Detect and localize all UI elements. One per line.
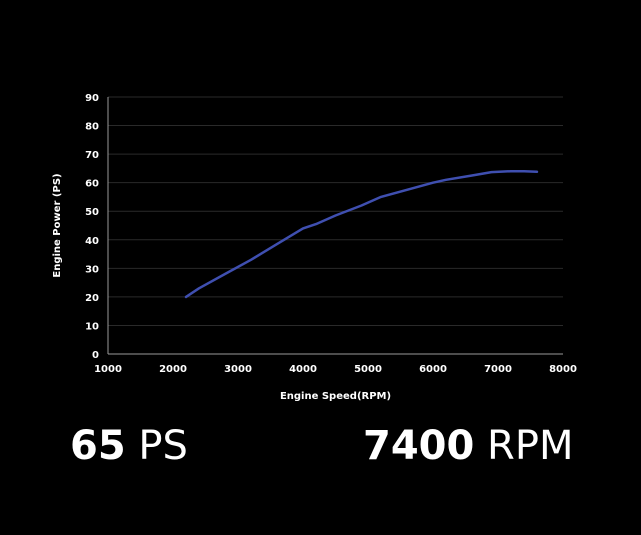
x-tick-label: 6000	[419, 364, 447, 375]
y-tick-label: 10	[85, 321, 99, 332]
power-curve-line	[184, 169, 539, 299]
chart-series	[184, 169, 539, 299]
y-tick-label: 20	[85, 293, 99, 304]
x-tick-label: 4000	[289, 364, 317, 375]
max-speed-readout: 7400 RPM	[363, 420, 573, 472]
y-tick-label: 50	[85, 207, 99, 218]
chart-axes: 0 10 20 30 40 50 60 70 80 90 1000 2000 3000 4000 5000 6…	[85, 93, 577, 375]
x-tick-label: 7000	[484, 364, 512, 375]
power-curve-chart: 0 10 20 30 40 50 60 70 80 90 1000 2000 3000 4000 5000 6…	[52, 93, 577, 402]
y-tick-label: 60	[85, 179, 99, 190]
max-power-unit: PS	[138, 423, 188, 469]
chart-grid	[108, 96, 563, 326]
y-tick-label: 90	[85, 93, 99, 104]
max-power-value: 65	[70, 423, 126, 469]
y-tick-label: 40	[85, 236, 99, 247]
x-tick-label: 3000	[224, 364, 252, 375]
y-tick-label: 0	[92, 350, 99, 361]
x-tick-label: 2000	[159, 364, 187, 375]
y-tick-label: 70	[85, 150, 99, 161]
x-tick-label: 8000	[549, 364, 577, 375]
x-tick-label: 1000	[94, 364, 122, 375]
max-power-readout: 65 PS	[70, 420, 188, 472]
max-speed-unit: RPM	[487, 423, 574, 469]
y-axis-title: Engine Power (PS)	[52, 173, 63, 277]
x-axis-title: Engine Speed(RPM)	[280, 391, 391, 402]
y-tick-label: 80	[85, 122, 99, 133]
max-speed-value: 7400	[363, 423, 475, 469]
x-tick-label: 5000	[354, 364, 382, 375]
y-tick-label: 30	[85, 264, 99, 275]
